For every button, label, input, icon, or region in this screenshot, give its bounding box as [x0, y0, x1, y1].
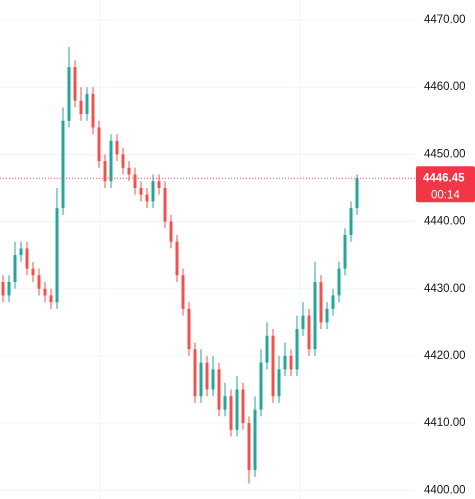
candle-body: [331, 295, 335, 309]
last-price-box: [416, 166, 475, 203]
last-price-label: 4446.45: [423, 172, 465, 184]
candle-body: [265, 335, 269, 363]
candle-body: [277, 369, 281, 397]
candle-body: [337, 268, 341, 296]
candle-body: [271, 335, 275, 397]
y-tick-label: 4410.00: [424, 417, 466, 429]
candle-body: [259, 362, 263, 410]
candle-body: [241, 389, 245, 424]
candle-body: [19, 248, 23, 256]
candle-body: [109, 140, 113, 182]
candle-body: [37, 275, 41, 289]
candle-body: [187, 308, 191, 350]
y-tick-label: 4430.00: [424, 283, 466, 295]
candle-body: [85, 93, 89, 115]
candle-body: [127, 167, 131, 175]
candle-body: [217, 369, 221, 410]
candle-body: [151, 181, 155, 202]
candle-body: [25, 248, 29, 269]
candle-body: [313, 282, 317, 350]
candle-body: [343, 234, 347, 269]
candle-body: [79, 100, 83, 115]
candle-body: [97, 127, 101, 162]
candle-body: [301, 315, 305, 330]
candle-body: [163, 187, 167, 222]
candle-body: [169, 221, 173, 242]
candle-body: [319, 282, 323, 323]
candle-body: [355, 178, 359, 209]
candle-body: [49, 295, 53, 303]
candle-body: [91, 93, 95, 128]
candle-body: [157, 181, 161, 188]
candle-body: [67, 67, 71, 121]
candle-body: [229, 396, 233, 430]
candle-body: [145, 194, 149, 202]
candle-body: [223, 396, 227, 410]
candle-body: [55, 208, 59, 303]
y-tick-label: 4400.00: [424, 484, 466, 496]
candle-body: [325, 308, 329, 323]
candle-body: [1, 282, 5, 296]
candle-body: [211, 369, 215, 390]
countdown-label: 00:14: [431, 189, 460, 201]
candle-body: [205, 362, 209, 390]
candle-body: [31, 268, 35, 276]
candle-body: [247, 423, 251, 471]
candle-body: [13, 255, 17, 283]
candle-body: [139, 187, 143, 195]
candle-body: [61, 120, 65, 209]
candle-body: [193, 349, 197, 397]
candle-body: [43, 288, 47, 296]
y-tick-label: 4450.00: [424, 148, 466, 160]
candle-body: [199, 362, 203, 397]
y-tick-label: 4420.00: [424, 350, 466, 362]
candle-body: [295, 329, 299, 370]
candle-body: [235, 389, 239, 430]
candle-body: [121, 154, 125, 168]
candle-body: [115, 140, 119, 155]
candle-body: [349, 208, 353, 235]
y-tick-label: 4470.00: [424, 14, 466, 26]
y-tick-label: 4460.00: [424, 81, 466, 93]
candle-body: [253, 409, 257, 471]
candle-body: [103, 161, 107, 182]
candle-body: [133, 174, 137, 188]
candle-body: [7, 282, 11, 296]
candle-body: [289, 355, 293, 370]
candle-body: [283, 355, 287, 370]
candle-body: [175, 241, 179, 276]
y-tick-label: 4440.00: [424, 216, 466, 228]
candle-body: [307, 315, 311, 350]
candle-body: [181, 275, 185, 309]
candle-body: [73, 67, 77, 101]
